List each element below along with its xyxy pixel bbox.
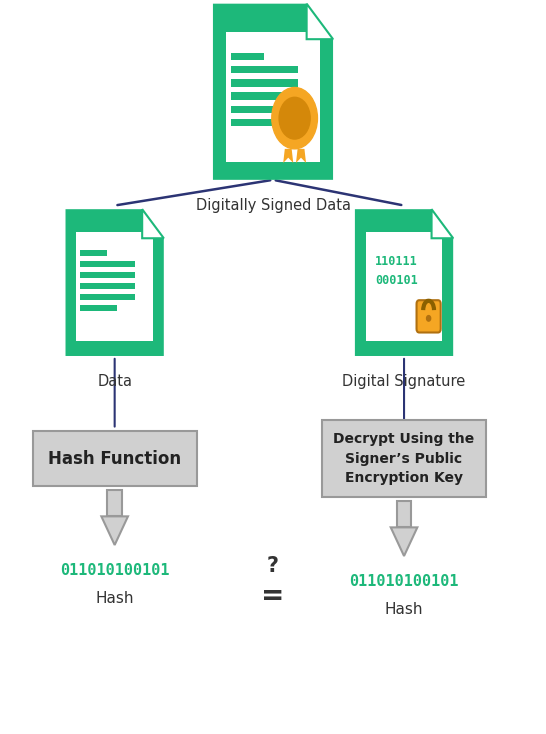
FancyBboxPatch shape xyxy=(397,501,411,527)
FancyBboxPatch shape xyxy=(231,79,298,87)
Text: 011010100101: 011010100101 xyxy=(349,574,459,589)
Text: Digitally Signed Data: Digitally Signed Data xyxy=(195,198,351,213)
Text: ?: ? xyxy=(267,556,279,576)
Polygon shape xyxy=(391,527,417,556)
FancyBboxPatch shape xyxy=(33,431,197,486)
Polygon shape xyxy=(296,149,306,163)
FancyBboxPatch shape xyxy=(322,420,486,498)
FancyBboxPatch shape xyxy=(80,250,107,256)
Polygon shape xyxy=(66,209,164,356)
FancyBboxPatch shape xyxy=(80,272,135,278)
Text: Decrypt Using the
Signer’s Public
Encryption Key: Decrypt Using the Signer’s Public Encryp… xyxy=(334,432,474,485)
FancyBboxPatch shape xyxy=(231,119,276,126)
Polygon shape xyxy=(283,149,293,163)
FancyBboxPatch shape xyxy=(80,294,135,300)
FancyBboxPatch shape xyxy=(80,261,135,267)
FancyBboxPatch shape xyxy=(80,283,135,289)
Text: =: = xyxy=(262,581,284,610)
Circle shape xyxy=(272,87,317,149)
Text: Hash: Hash xyxy=(96,592,134,606)
Text: Hash: Hash xyxy=(385,602,423,617)
Text: Digital Signature: Digital Signature xyxy=(342,374,466,389)
Text: Data: Data xyxy=(97,374,132,389)
FancyBboxPatch shape xyxy=(226,32,320,162)
Polygon shape xyxy=(355,209,453,356)
FancyBboxPatch shape xyxy=(80,305,117,311)
FancyBboxPatch shape xyxy=(231,92,298,100)
Circle shape xyxy=(426,316,431,321)
FancyBboxPatch shape xyxy=(231,53,264,60)
FancyBboxPatch shape xyxy=(417,300,441,333)
FancyBboxPatch shape xyxy=(76,233,153,341)
Text: 110111
000101: 110111 000101 xyxy=(375,255,418,287)
FancyBboxPatch shape xyxy=(231,66,298,73)
Polygon shape xyxy=(213,4,333,180)
Polygon shape xyxy=(431,209,453,239)
Polygon shape xyxy=(142,209,164,239)
FancyBboxPatch shape xyxy=(231,106,298,113)
Text: 011010100101: 011010100101 xyxy=(60,564,169,578)
FancyBboxPatch shape xyxy=(366,233,442,341)
Circle shape xyxy=(279,98,310,139)
Text: Hash Function: Hash Function xyxy=(48,450,181,468)
Polygon shape xyxy=(307,4,333,39)
FancyBboxPatch shape xyxy=(108,490,122,517)
Polygon shape xyxy=(102,517,128,545)
